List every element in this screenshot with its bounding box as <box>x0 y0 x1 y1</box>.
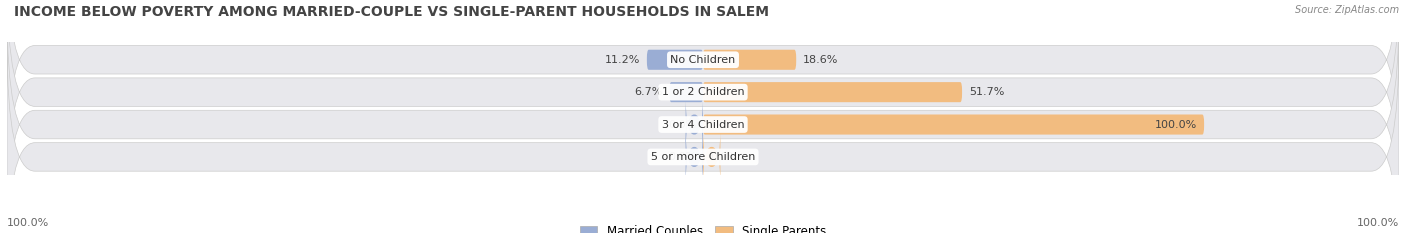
FancyBboxPatch shape <box>686 128 703 186</box>
FancyBboxPatch shape <box>686 96 703 153</box>
FancyBboxPatch shape <box>7 0 1399 207</box>
Text: 100.0%: 100.0% <box>1154 120 1197 130</box>
FancyBboxPatch shape <box>703 50 796 70</box>
Text: 6.7%: 6.7% <box>634 87 662 97</box>
Text: 0.0%: 0.0% <box>668 152 696 162</box>
Text: 3 or 4 Children: 3 or 4 Children <box>662 120 744 130</box>
FancyBboxPatch shape <box>669 82 703 102</box>
Text: No Children: No Children <box>671 55 735 65</box>
Text: 100.0%: 100.0% <box>1357 218 1399 228</box>
FancyBboxPatch shape <box>703 114 1204 135</box>
FancyBboxPatch shape <box>703 82 962 102</box>
FancyBboxPatch shape <box>7 42 1399 233</box>
Text: 11.2%: 11.2% <box>605 55 640 65</box>
FancyBboxPatch shape <box>7 9 1399 233</box>
Text: 0.0%: 0.0% <box>668 120 696 130</box>
Text: 100.0%: 100.0% <box>7 218 49 228</box>
Text: INCOME BELOW POVERTY AMONG MARRIED-COUPLE VS SINGLE-PARENT HOUSEHOLDS IN SALEM: INCOME BELOW POVERTY AMONG MARRIED-COUPL… <box>14 5 769 19</box>
Text: 51.7%: 51.7% <box>969 87 1004 97</box>
FancyBboxPatch shape <box>7 0 1399 175</box>
Text: 5 or more Children: 5 or more Children <box>651 152 755 162</box>
Text: 18.6%: 18.6% <box>803 55 838 65</box>
FancyBboxPatch shape <box>703 128 720 186</box>
FancyBboxPatch shape <box>647 50 703 70</box>
Text: Source: ZipAtlas.com: Source: ZipAtlas.com <box>1295 5 1399 15</box>
Text: 0.0%: 0.0% <box>710 152 738 162</box>
Text: 1 or 2 Children: 1 or 2 Children <box>662 87 744 97</box>
Legend: Married Couples, Single Parents: Married Couples, Single Parents <box>579 225 827 233</box>
